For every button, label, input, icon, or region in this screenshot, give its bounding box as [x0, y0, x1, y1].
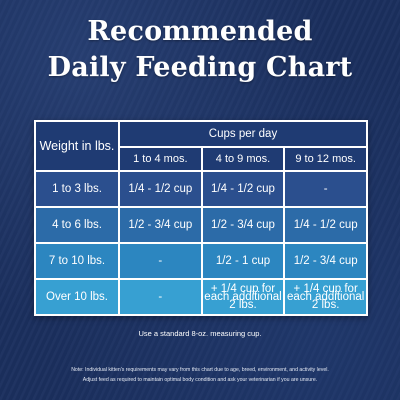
weight-cell: 7 to 10 lbs.	[34, 242, 120, 280]
value-cell: 1/2 - 3/4 cup	[283, 242, 368, 280]
age-header-4-9: 4 to 9 mos.	[200, 146, 286, 172]
cups-per-day-header: Cups per day	[118, 120, 368, 148]
weight-cell: 4 to 6 lbs.	[34, 206, 120, 244]
value-cell: 1/4 - 1/2 cup	[283, 206, 368, 244]
table-row: 1 to 3 lbs. 1/4 - 1/2 cup 1/4 - 1/2 cup …	[34, 170, 368, 208]
age-header-1-4: 1 to 4 mos.	[118, 146, 203, 172]
table-row: 7 to 10 lbs. - 1/2 - 1 cup 1/2 - 3/4 cup	[34, 242, 368, 280]
page-title: Recommended Daily Feeding Chart	[0, 14, 400, 86]
value-cell: 1/4 - 1/2 cup	[118, 170, 203, 208]
value-cell: 1/2 - 3/4 cup	[118, 206, 203, 244]
weight-cell: Over 10 lbs.	[34, 278, 120, 316]
value-cell: + 1/4 cup for each additional 2 lbs.	[200, 278, 286, 316]
table-row: Over 10 lbs. - + 1/4 cup for each additi…	[34, 278, 368, 316]
value-cell: 1/4 - 1/2 cup	[200, 170, 286, 208]
feeding-chart-table: Weight in lbs. Cups per day 1 to 4 mos. …	[34, 120, 368, 316]
value-cell: -	[283, 170, 368, 208]
age-header-9-12: 9 to 12 mos.	[283, 146, 368, 172]
weight-cell: 1 to 3 lbs.	[34, 170, 120, 208]
measuring-cup-note: Use a standard 8-oz. measuring cup.	[138, 329, 262, 338]
value-cell: 1/2 - 3/4 cup	[200, 206, 286, 244]
fine-print-line-2: Adjust feed as required to maintain opti…	[82, 377, 318, 383]
table-row: 4 to 6 lbs. 1/2 - 3/4 cup 1/2 - 3/4 cup …	[34, 206, 368, 244]
value-cell: + 1/4 cup for each additional 2 lbs.	[283, 278, 368, 316]
title-line-2: Daily Feeding Chart	[47, 52, 353, 83]
value-cell: 1/2 - 1 cup	[200, 242, 286, 280]
weight-header: Weight in lbs.	[34, 120, 120, 172]
fine-print-line-1: Note: Individual kitten's requirements m…	[71, 367, 329, 373]
value-cell: -	[118, 242, 203, 280]
title-line-1: Recommended	[87, 16, 313, 47]
value-cell: -	[118, 278, 203, 316]
